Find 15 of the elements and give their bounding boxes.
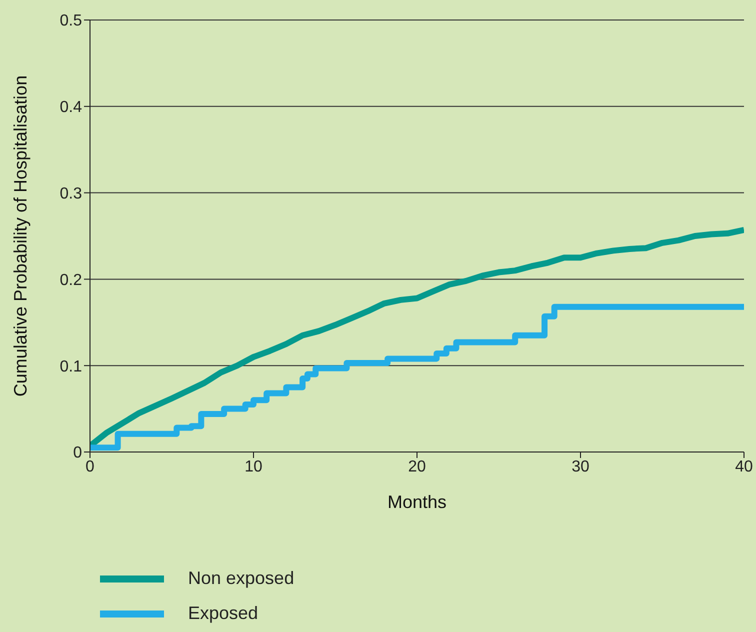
y-tick-label: 0.3: [60, 185, 82, 202]
legend-label: Non exposed: [188, 568, 294, 589]
y-tick-label: 0.4: [60, 99, 82, 116]
y-tick-label: 0: [73, 444, 82, 462]
y-tick-label: 0.1: [60, 358, 82, 376]
y-axis-title: Cumulative Probability of Hospitalisation: [10, 75, 30, 397]
x-tick-label: 10: [244, 458, 262, 476]
legend-label: Exposed: [188, 603, 258, 624]
x-tick-label: 20: [408, 458, 426, 476]
x-tick-label: 30: [572, 458, 590, 476]
y-tick-label: 0.2: [60, 272, 82, 289]
x-axis-title: Months: [387, 492, 447, 512]
x-tick-label: 40: [735, 458, 753, 476]
y-tick-label: 0.5: [60, 12, 82, 30]
x-tick-label: 0: [86, 458, 95, 476]
